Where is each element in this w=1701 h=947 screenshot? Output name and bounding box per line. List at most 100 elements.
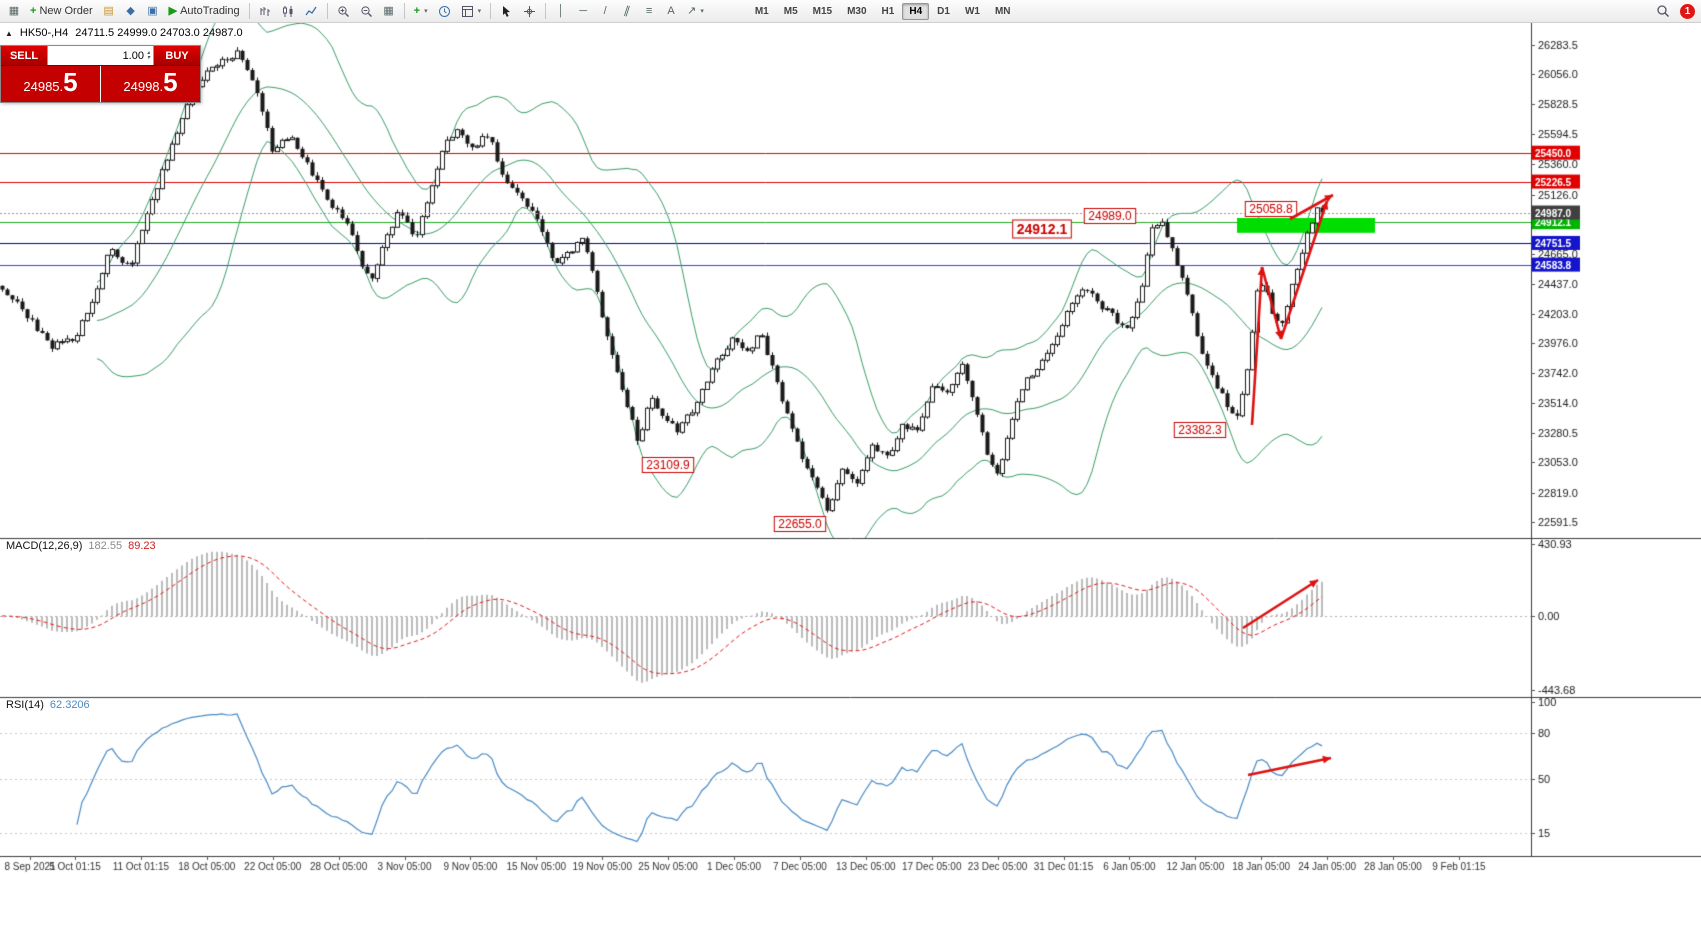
market-watch-button[interactable]: ▤ — [99, 2, 119, 20]
bar-chart-icon — [260, 6, 270, 16]
volume-value: 1.00 — [122, 49, 144, 62]
macd-signal-value: 89.23 — [128, 540, 156, 552]
chevron-down-icon: ▾ — [424, 8, 428, 15]
trendline-icon: / — [603, 4, 607, 17]
trade-panel-controls: SELL 1.00 ▴ ▾ BUY — [1, 46, 200, 65]
chart-area: ▲ HK50-,H4 24711.5 24999.0 24703.0 24987… — [0, 23, 1701, 947]
chart-window-button[interactable]: ▦ — [4, 2, 24, 20]
text-tool-icon: A — [667, 4, 675, 17]
sell-price-big-digit: 5 — [63, 67, 78, 97]
buy-price-big-digit: 5 — [163, 67, 178, 97]
stepper-up-icon[interactable]: ▴ — [146, 49, 150, 56]
search-button[interactable] — [1652, 2, 1674, 20]
timeframe-m1[interactable]: M1 — [748, 3, 776, 20]
new-order-button[interactable]: + New Order — [26, 2, 97, 20]
terminal-icon: ▣ — [147, 4, 158, 17]
timeframe-m15[interactable]: M15 — [806, 3, 839, 20]
horizontal-line-button[interactable]: ─ — [573, 2, 593, 20]
zoom-out-button[interactable] — [356, 2, 377, 20]
tile-windows-button[interactable]: ▦ — [379, 2, 399, 20]
stepper-down-icon[interactable]: ▾ — [146, 54, 150, 61]
rsi-name: RSI(14) — [6, 699, 44, 711]
new-chart-icon: + — [413, 4, 421, 17]
autotrading-button[interactable]: ▶ AutoTrading — [165, 2, 244, 20]
macd-name: MACD(12,26,9) — [6, 540, 83, 552]
toolbar-right: 1 — [1652, 2, 1697, 20]
tile-windows-icon: ▦ — [383, 4, 394, 17]
toolbar-separator — [490, 3, 492, 19]
bar-chart-button[interactable] — [255, 2, 276, 20]
sell-price[interactable]: 24985. 5 — [1, 66, 101, 102]
timeframe-h1[interactable]: H1 — [875, 3, 902, 20]
arrows-tool-icon: ↗ — [687, 4, 697, 17]
horizontal-line-icon: ─ — [579, 4, 587, 17]
market-watch-icon: ▤ — [103, 4, 114, 17]
text-tool-button[interactable]: A — [661, 2, 681, 20]
notification-badge[interactable]: 1 — [1680, 3, 1695, 19]
timeframe-d1[interactable]: D1 — [930, 3, 957, 20]
vertical-line-icon: │ — [557, 4, 565, 17]
chart-window-icon: ▦ — [8, 4, 20, 17]
zoom-in-icon — [338, 5, 349, 17]
arrows-tool-button[interactable]: ↗ ▾ — [683, 2, 708, 20]
one-click-trading-panel: SELL 1.00 ▴ ▾ BUY 24985. 5 24998. 5 — [0, 45, 201, 103]
terminal-button[interactable]: ▣ — [143, 2, 163, 20]
toolbar-separator — [326, 3, 328, 19]
autotrading-label: AutoTrading — [180, 5, 240, 17]
chart-canvas[interactable] — [0, 23, 1701, 947]
crosshair-button[interactable] — [519, 2, 540, 20]
timeframe-m30[interactable]: M30 — [840, 3, 873, 20]
symbol-period-label: HK50-,H4 — [19, 27, 69, 39]
sell-price-main: 24985. — [23, 79, 64, 94]
autotrading-play-icon: ▶ — [168, 4, 178, 17]
candlestick-chart-button[interactable] — [278, 2, 299, 20]
cursor-icon — [503, 5, 511, 17]
sell-button[interactable]: SELL — [1, 46, 47, 65]
channel-button[interactable]: ∥ — [617, 2, 637, 20]
buy-price[interactable]: 24998. 5 — [101, 66, 200, 102]
timeframe-group: M1 M5 M15 M30 H1 H4 D1 W1 MN — [748, 2, 1018, 20]
macd-main-value: 182.55 — [88, 540, 123, 552]
fibonacci-button[interactable]: ≡ — [639, 2, 659, 20]
buy-button[interactable]: BUY — [154, 46, 200, 65]
fibonacci-icon: ≡ — [645, 4, 653, 17]
toolbar-separator — [248, 3, 250, 19]
timeframe-h4[interactable]: H4 — [902, 2, 930, 20]
rsi-label: RSI(14) 62.3206 — [6, 699, 90, 711]
collapse-panel-icon[interactable]: ▲ — [5, 28, 13, 38]
new-order-icon: + — [30, 4, 37, 17]
cursor-button[interactable] — [496, 2, 517, 20]
navigator-button[interactable]: ◆ — [121, 2, 141, 20]
toolbar-separator — [403, 3, 405, 19]
templates-button[interactable]: ▾ — [457, 2, 486, 20]
period-button[interactable] — [434, 2, 455, 20]
volume-stepper[interactable]: ▴ ▾ — [146, 49, 150, 61]
ohlc-values: 24711.5 24999.0 24703.0 24987.0 — [75, 27, 243, 39]
crosshair-icon — [524, 5, 536, 17]
templates-icon — [461, 5, 473, 17]
buy-price-main: 24998. — [123, 79, 164, 94]
trade-panel-prices: 24985. 5 24998. 5 — [1, 65, 200, 102]
clock-icon — [438, 5, 450, 17]
new-order-label: New Order — [39, 5, 93, 17]
macd-label: MACD(12,26,9) 182.55 89.23 — [6, 540, 156, 552]
chart-header: ▲ HK50-,H4 24711.5 24999.0 24703.0 24987… — [5, 27, 243, 39]
zoom-in-button[interactable] — [333, 2, 354, 20]
zoom-out-icon — [361, 5, 372, 17]
toolbar-separator — [545, 3, 547, 19]
line-chart-button[interactable] — [301, 2, 322, 20]
timeframe-m5[interactable]: M5 — [777, 3, 805, 20]
volume-field[interactable]: 1.00 ▴ ▾ — [47, 46, 154, 65]
navigator-icon: ◆ — [126, 4, 135, 17]
trendline-button[interactable]: / — [595, 2, 615, 20]
rsi-value: 62.3206 — [49, 699, 90, 711]
chevron-down-icon: ▾ — [700, 8, 704, 15]
candlestick-chart-icon — [282, 5, 293, 17]
chevron-down-icon: ▾ — [477, 8, 482, 15]
timeframe-mn[interactable]: MN — [988, 3, 1018, 20]
channel-icon: ∥ — [622, 3, 632, 18]
new-chart-button[interactable]: + ▾ — [410, 2, 432, 20]
vertical-line-button[interactable]: │ — [551, 2, 571, 20]
timeframe-w1[interactable]: W1 — [958, 3, 987, 20]
